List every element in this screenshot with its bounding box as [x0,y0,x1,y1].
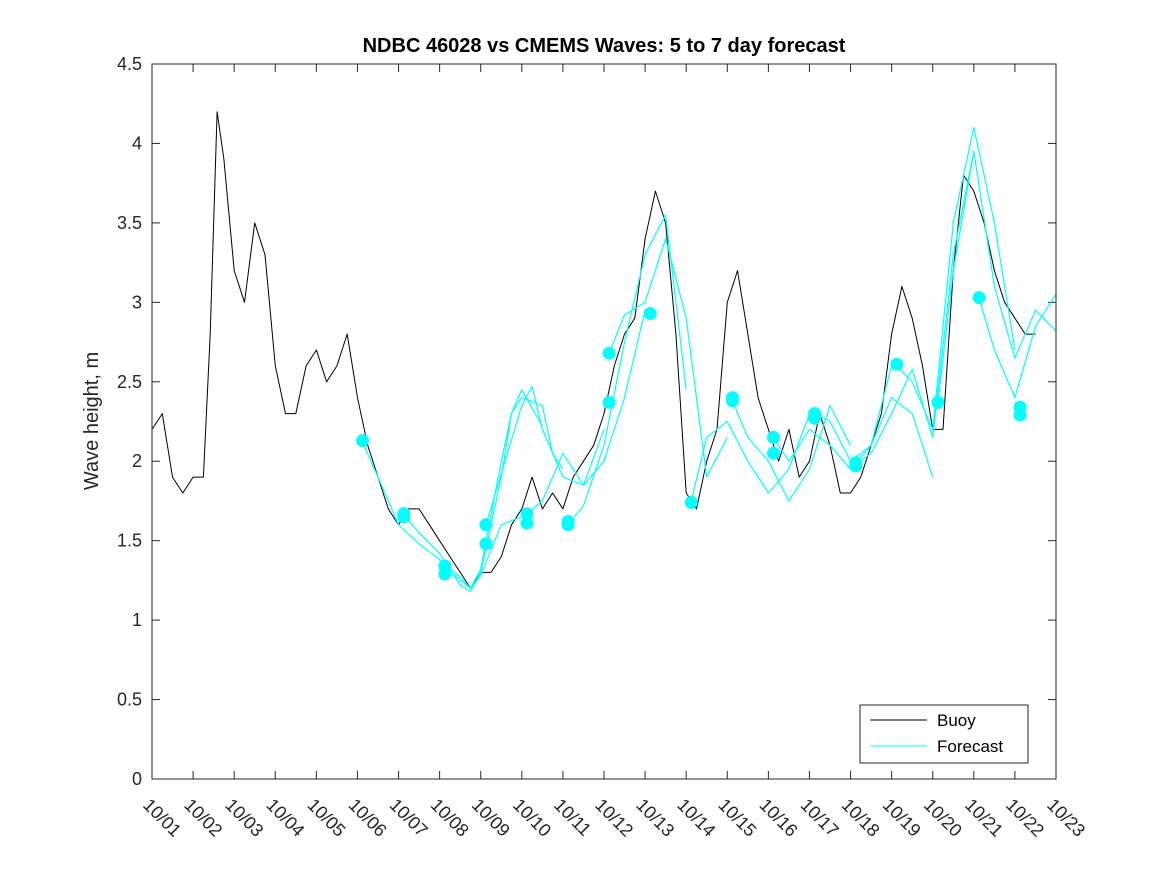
forecast-point [643,307,657,320]
forecast-series-line [978,294,1057,399]
forecast-series-line [731,400,852,502]
forecast-series-line [444,397,564,589]
forecast-series-line [814,397,934,478]
y-tick-label: 1 [132,610,142,630]
forecast-point [890,357,904,371]
forecast-point [479,537,493,551]
y-tick-label: 1.5 [117,531,142,551]
plot-series [151,111,1057,593]
legend: Buoy Forecast [859,704,1029,764]
forecast-series-line [485,385,605,525]
forecast-point [479,518,493,532]
forecast-series-line [855,151,975,465]
forecast-point [602,395,616,409]
chart-title: NDBC 46028 vs CMEMS Waves: 5 to 7 day fo… [363,35,846,57]
y-tick-label: 0 [132,769,142,789]
plot-frame [151,63,1057,780]
forecast-point [520,507,534,521]
y-tick-label: 4.5 [117,54,142,74]
forecast-point [767,430,780,444]
forecast-series-line [690,413,811,502]
forecast-point [438,559,452,573]
y-tick-label: 2.5 [117,372,142,392]
y-tick-label: 0.5 [117,690,142,710]
forecast-point [520,516,534,530]
forecast-point [356,434,370,448]
y-tick-label: 3 [132,292,142,312]
y-tick-label: 3.5 [117,213,142,233]
forecast-point [725,391,739,405]
forecast-point [931,395,945,409]
forecast-series-line [608,238,728,478]
y-tick-label: 2 [132,451,142,471]
forecast-series-line [896,126,1016,430]
y-axis-label: Wave height, m [81,352,103,490]
forecast-point [1013,400,1027,414]
forecast-point [602,346,616,360]
forecast-point [397,507,411,521]
forecast-point [767,446,780,460]
y-tick-label: 4 [132,133,142,153]
forecast-point [684,496,698,509]
forecast-point [561,515,575,529]
legend-buoy-label: Buoy [937,711,976,730]
legend-box [859,704,1029,764]
legend-forecast-label: Forecast [937,737,1003,756]
forecast-point [972,291,986,305]
forecast-series-line [526,310,646,515]
forecast-series-line [403,389,543,593]
forecast-point [808,411,822,425]
forecast-point [849,456,863,470]
forecast-series-line [937,150,1057,403]
forecast-series-line [567,214,687,526]
buoy-series-line [151,111,1036,589]
